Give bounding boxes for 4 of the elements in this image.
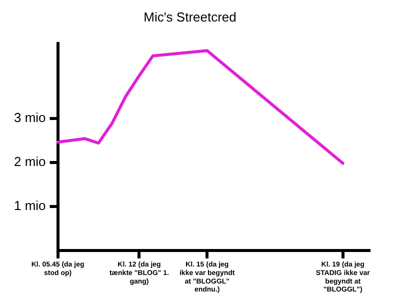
chart-title: Mic's Streetcred [144,9,236,24]
y-tick-label: 1 mio [14,198,46,213]
y-tick-label: 3 mio [14,110,46,125]
y-tick-label: 2 mio [14,154,46,169]
